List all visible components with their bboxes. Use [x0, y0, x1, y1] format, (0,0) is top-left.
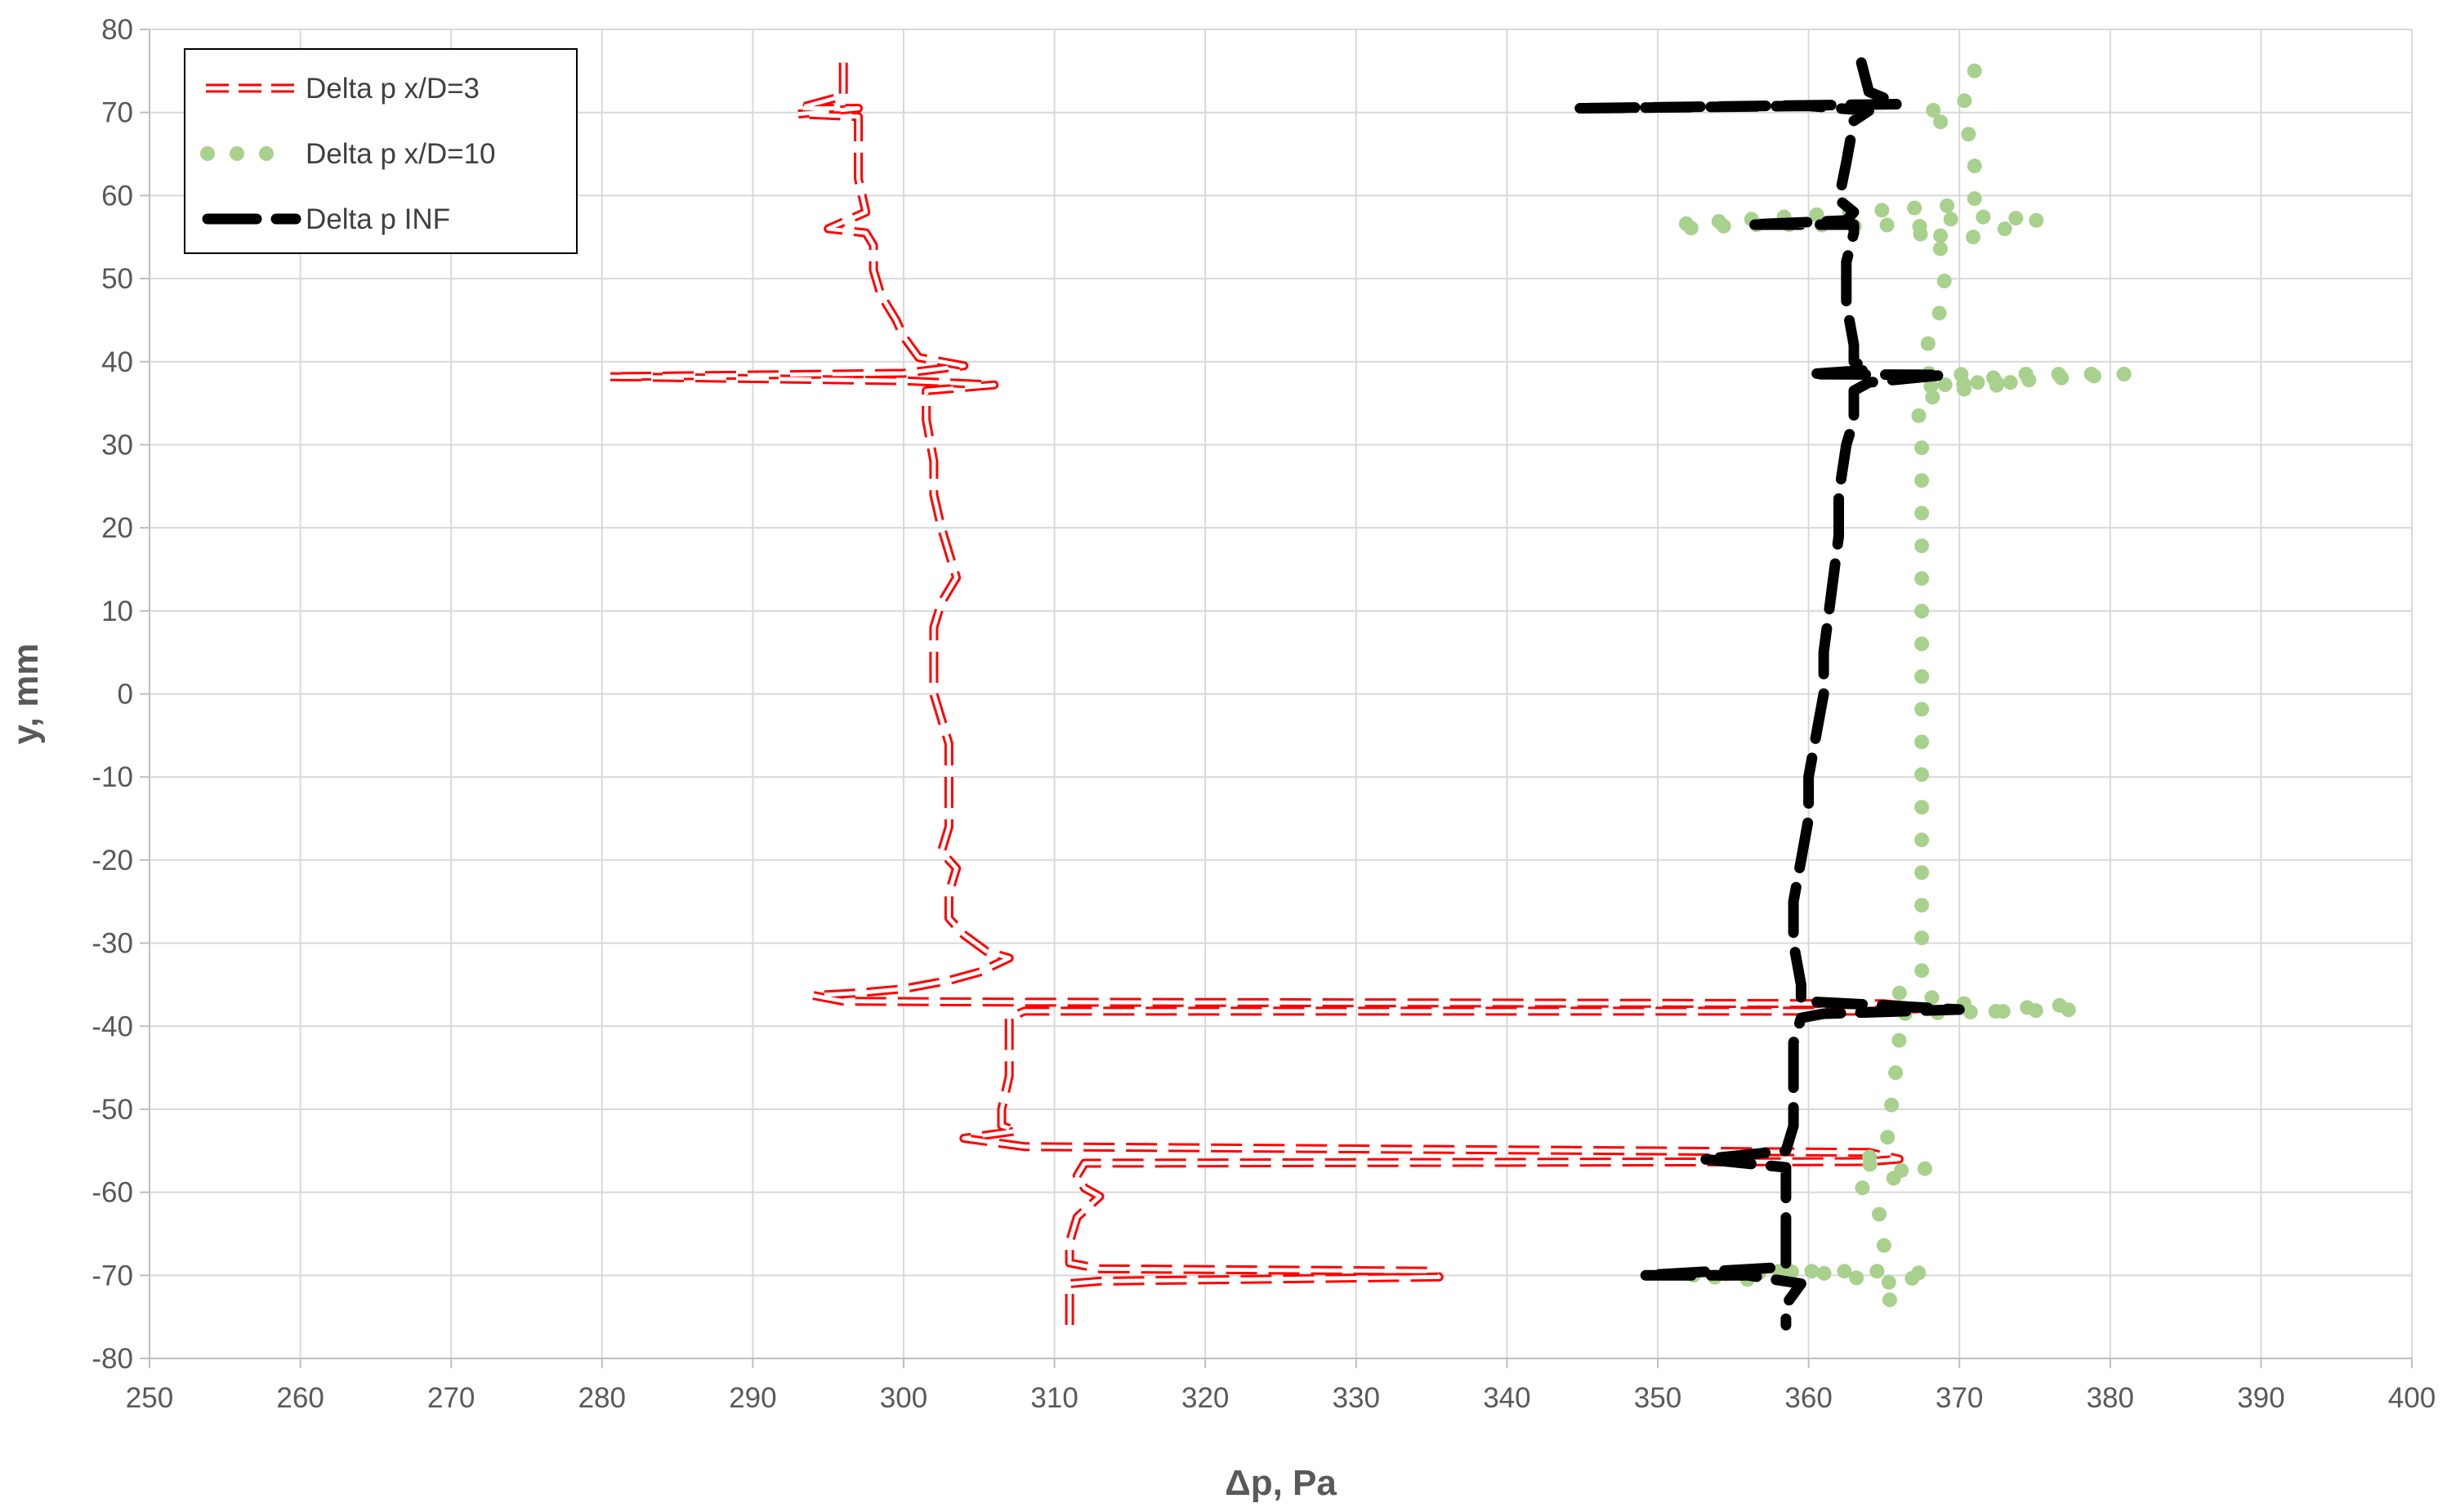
- y-tick-label: -40: [92, 1010, 133, 1042]
- y-tick-label: 20: [101, 512, 133, 544]
- y-tick-label: 10: [101, 595, 133, 627]
- y-tick-label: 70: [101, 97, 133, 129]
- y-tick-label: -10: [92, 761, 133, 793]
- series-line: [1570, 57, 1965, 1331]
- x-tick-label: 340: [1483, 1382, 1530, 1414]
- series-3: [1570, 57, 1965, 1331]
- x-tick-label: 250: [126, 1382, 173, 1414]
- x-tick-label: 270: [427, 1382, 475, 1414]
- y-tick-label: -70: [92, 1260, 133, 1291]
- legend: Delta p x/D=3 Delta p x/D=10 Delta p INF: [184, 48, 578, 254]
- y-tick-label: 40: [101, 346, 133, 378]
- y-tick-label: 50: [101, 263, 133, 295]
- y-tick-label: -30: [92, 928, 133, 960]
- x-tick-label: 370: [1936, 1382, 1983, 1414]
- y-tick-label: 80: [101, 14, 133, 46]
- y-tick-label: 30: [101, 429, 133, 461]
- legend-label: Delta p x/D=10: [306, 138, 496, 170]
- y-tick-label: 0: [118, 679, 133, 711]
- series-2: [1665, 63, 2133, 1333]
- y-axis-title: y, mm: [6, 644, 46, 745]
- y-tick-label: -80: [92, 1343, 133, 1375]
- data-series: [605, 57, 2133, 1333]
- series-line-inner: [607, 62, 1931, 1326]
- x-tick-label: 330: [1333, 1382, 1380, 1414]
- x-tick-label: 260: [276, 1382, 324, 1414]
- legend-item-2: Delta p x/D=10: [200, 138, 496, 170]
- series-1: [605, 62, 1934, 1326]
- x-axis-title: Δp, Pa: [1225, 1463, 1337, 1503]
- x-tick-label: 280: [578, 1382, 626, 1414]
- y-tick-label: -20: [92, 845, 133, 876]
- y-tick-labels: 80 70 60 50 40 30 20 10 0 -10 -20 -30 -40 -50 -60 -70 -8…: [92, 14, 150, 1375]
- y-tick-label: 60: [101, 180, 133, 212]
- x-tick-label: 380: [2087, 1382, 2134, 1414]
- grid-lines: [149, 29, 2413, 1359]
- x-tick-label: 360: [1784, 1382, 1832, 1414]
- y-tick-label: -60: [92, 1177, 133, 1209]
- y-tick-label: -50: [92, 1094, 133, 1126]
- legend-item-3: Delta p INF: [202, 203, 450, 235]
- x-tick-label: 350: [1634, 1382, 1681, 1414]
- x-tick-label: 400: [2388, 1382, 2436, 1414]
- x-tick-label: 300: [880, 1382, 927, 1414]
- legend-item-1: Delta p x/D=3: [206, 73, 480, 105]
- series-line: [1665, 63, 2133, 1333]
- x-tick-label: 320: [1181, 1382, 1229, 1414]
- x-tick-labels: 250 260 270 280 290 300 310 320 330 340 350 360 370 3…: [126, 1358, 2436, 1414]
- x-tick-label: 310: [1030, 1382, 1078, 1414]
- x-tick-label: 390: [2237, 1382, 2284, 1414]
- x-tick-label: 290: [729, 1382, 776, 1414]
- legend-label: Delta p x/D=3: [306, 73, 480, 105]
- legend-label: Delta p INF: [306, 203, 450, 235]
